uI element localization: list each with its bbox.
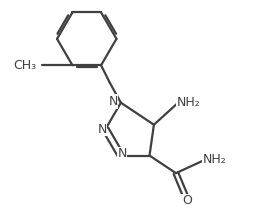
Text: CH₃: CH₃ bbox=[13, 59, 36, 72]
Text: N: N bbox=[117, 147, 127, 160]
Text: NH₂: NH₂ bbox=[202, 153, 226, 166]
Text: N: N bbox=[109, 95, 118, 108]
Text: N: N bbox=[98, 123, 107, 136]
Text: NH₂: NH₂ bbox=[177, 96, 201, 109]
Text: O: O bbox=[182, 194, 192, 207]
